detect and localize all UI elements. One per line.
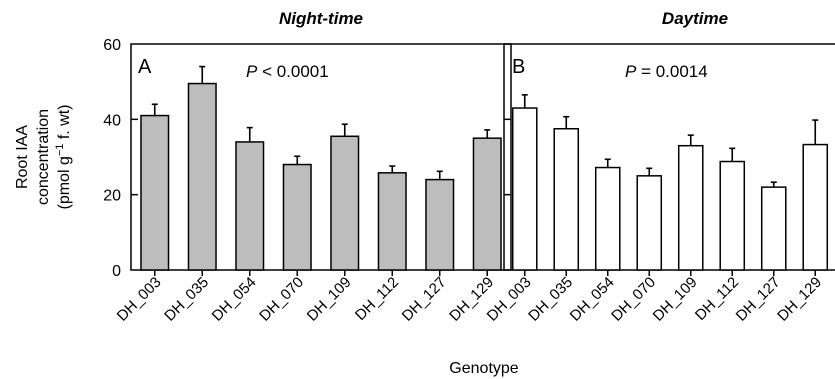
panel-a-bars bbox=[140, 65, 502, 271]
panel-a-x-tick-label-DH_112: DH_112 bbox=[352, 274, 402, 324]
panel-a-y-tick-label-2: 40 bbox=[103, 112, 121, 129]
panel-a-frame bbox=[130, 43, 512, 271]
panel-a-y-tick-label-1: 20 bbox=[103, 188, 121, 205]
panel-a-bar-DH_127 bbox=[425, 178, 455, 271]
panel-a-p-value: P < 0.0001 bbox=[246, 62, 329, 81]
panel-a-x-tick-label-DH_035: DH_035 bbox=[161, 274, 212, 325]
panel-b-p-value: P = 0.0014 bbox=[625, 62, 708, 81]
x-axis-label: Genotype bbox=[449, 360, 518, 377]
panel-b-x-tick-label-DH_054: DH_054 bbox=[567, 274, 618, 325]
panel-b-bar-DH_109 bbox=[677, 144, 704, 271]
panel-a-bar-DH_054 bbox=[235, 141, 265, 271]
y-axis-label-line-2: concentration bbox=[35, 109, 52, 205]
panel-b-bar-DH_054 bbox=[594, 166, 621, 271]
panel-a-bar-DH_003 bbox=[140, 114, 170, 271]
panel-b-bar-DH_127 bbox=[760, 186, 787, 271]
panel-a-title: Night-time bbox=[279, 9, 363, 28]
panel-b-bar-DH_129 bbox=[802, 143, 829, 271]
panel-b-bar-DH_035 bbox=[553, 128, 580, 271]
panel-a-x-tick-label-DH_109: DH_109 bbox=[304, 274, 355, 325]
y-axis-label-line-1: Root IAA bbox=[14, 125, 31, 189]
panel-a-y-axis: 0 20 40 60 bbox=[103, 37, 138, 280]
panel-a-letter: A bbox=[138, 56, 152, 78]
panel-b-x-axis: DH_003DH_035DH_054DH_070DH_109DH_112DH_1… bbox=[484, 270, 825, 325]
panel-b-bar-DH_070 bbox=[636, 175, 663, 271]
panel-a-x-tick-label-DH_003: DH_003 bbox=[114, 274, 165, 325]
panel-b-x-tick-label-DH_109: DH_109 bbox=[650, 274, 701, 325]
panel-b-x-tick-label-DH_070: DH_070 bbox=[608, 274, 659, 325]
panel-a-bar-DH_035 bbox=[187, 82, 217, 271]
panel-b-bar-DH_112 bbox=[719, 160, 746, 271]
panel-b-x-tick-label-DH_035: DH_035 bbox=[525, 274, 576, 325]
panel-b-daytime: Daytime B P = 0.0014 DH_003DH_035DH_054D… bbox=[484, 9, 835, 325]
panel-b-x-tick-label-DH_129: DH_129 bbox=[774, 274, 825, 325]
panel-a-bar-DH_070 bbox=[282, 163, 312, 271]
panel-b-x-tick-label-DH_127: DH_127 bbox=[733, 274, 784, 325]
panel-a-y-tick-label-3: 60 bbox=[103, 37, 121, 54]
panel-b-bar-DH_003 bbox=[511, 107, 538, 271]
panel-a-bar-DH_129 bbox=[472, 137, 502, 271]
panel-a-x-tick-label-DH_054: DH_054 bbox=[209, 274, 260, 325]
panel-b-letter: B bbox=[512, 56, 525, 78]
y-axis-label-line-3: (pmol g−1 f. wt) bbox=[54, 104, 73, 209]
panel-a-x-axis: DH_003DH_035DH_054DH_070DH_109DH_112DH_1… bbox=[114, 270, 497, 325]
y-axis-label: Root IAA concentration (pmol g−1 f. wt) bbox=[14, 104, 73, 209]
panel-a-x-tick-label-DH_127: DH_127 bbox=[399, 274, 450, 325]
panel-b-frame bbox=[503, 43, 835, 271]
panel-a-bar-DH_109 bbox=[330, 135, 360, 271]
panel-a-y-tick-label-0: 0 bbox=[112, 263, 121, 280]
panel-a-bar-DH_112 bbox=[377, 172, 407, 271]
panel-b-y-axis bbox=[504, 118, 511, 196]
panel-b-x-tick-label-DH_112: DH_112 bbox=[692, 274, 742, 324]
panel-a-x-tick-label-DH_070: DH_070 bbox=[256, 274, 307, 325]
panel-b-bars bbox=[511, 94, 829, 271]
panel-b-title: Daytime bbox=[662, 9, 728, 28]
